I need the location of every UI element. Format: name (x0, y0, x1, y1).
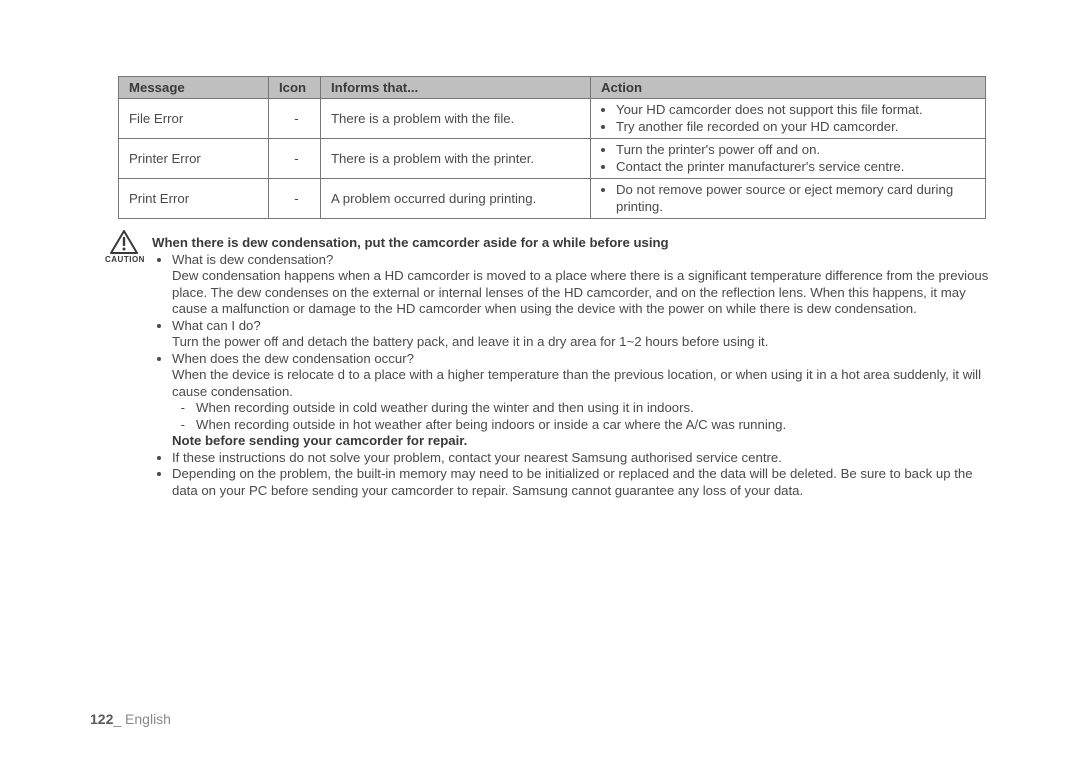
cell-icon: - (269, 179, 321, 219)
caution-answer: Dew condensation happens when a HD camco… (172, 268, 990, 318)
table-row: Print Error-A problem occurred during pr… (119, 179, 986, 219)
action-item: Try another file recorded on your HD cam… (616, 119, 979, 136)
cell-action: Turn the printer's power off and on.Cont… (591, 139, 986, 179)
caution-question: When does the dew condensation occur? (172, 351, 990, 368)
cell-message: Printer Error (119, 139, 269, 179)
th-action: Action (591, 77, 986, 99)
th-informs: Informs that... (321, 77, 591, 99)
action-item: Turn the printer's power off and on. (616, 142, 979, 159)
cell-informs: A problem occurred during printing. (321, 179, 591, 219)
page-footer: 122_ English (90, 711, 171, 727)
cell-message: File Error (119, 99, 269, 139)
caution-question: What can I do? (172, 318, 990, 335)
caution-heading: When there is dew condensation, put the … (152, 235, 990, 252)
action-item: Do not remove power source or eject memo… (616, 182, 979, 215)
cell-icon: - (269, 99, 321, 139)
footer-lang: English (125, 711, 171, 727)
note-item: If these instructions do not solve your … (172, 450, 990, 467)
caution-subitem: When recording outside in cold weather d… (196, 400, 990, 417)
caution-label: CAUTION (105, 255, 143, 264)
cell-message: Print Error (119, 179, 269, 219)
caution-item: What is dew condensation?Dew condensatio… (172, 252, 990, 318)
th-message: Message (119, 77, 269, 99)
caution-subitem: When recording outside in hot weather af… (196, 417, 990, 434)
cell-icon: - (269, 139, 321, 179)
caution-answer: When the device is relocate d to a place… (172, 367, 990, 400)
error-message-table: Message Icon Informs that... Action File… (118, 76, 986, 219)
cell-informs: There is a problem with the file. (321, 99, 591, 139)
caution-question: What is dew condensation? (172, 252, 990, 269)
footer-sep: _ (113, 711, 125, 727)
table-row: Printer Error-There is a problem with th… (119, 139, 986, 179)
caution-icon: CAUTION (105, 230, 143, 264)
caution-item: When does the dew condensation occur?Whe… (172, 351, 990, 434)
caution-item: What can I do?Turn the power off and det… (172, 318, 990, 351)
cell-action: Your HD camcorder does not support this … (591, 99, 986, 139)
note-item: Depending on the problem, the built-in m… (172, 466, 990, 499)
caution-answer: Turn the power off and detach the batter… (172, 334, 990, 351)
cell-informs: There is a problem with the printer. (321, 139, 591, 179)
note-heading: Note before sending your camcorder for r… (172, 433, 990, 450)
action-item: Contact the printer manufacturer's servi… (616, 159, 979, 176)
action-item: Your HD camcorder does not support this … (616, 102, 979, 119)
caution-body: When there is dew condensation, put the … (152, 235, 990, 499)
page-number: 122 (90, 711, 113, 727)
cell-action: Do not remove power source or eject memo… (591, 179, 986, 219)
table-row: File Error-There is a problem with the f… (119, 99, 986, 139)
th-icon: Icon (269, 77, 321, 99)
